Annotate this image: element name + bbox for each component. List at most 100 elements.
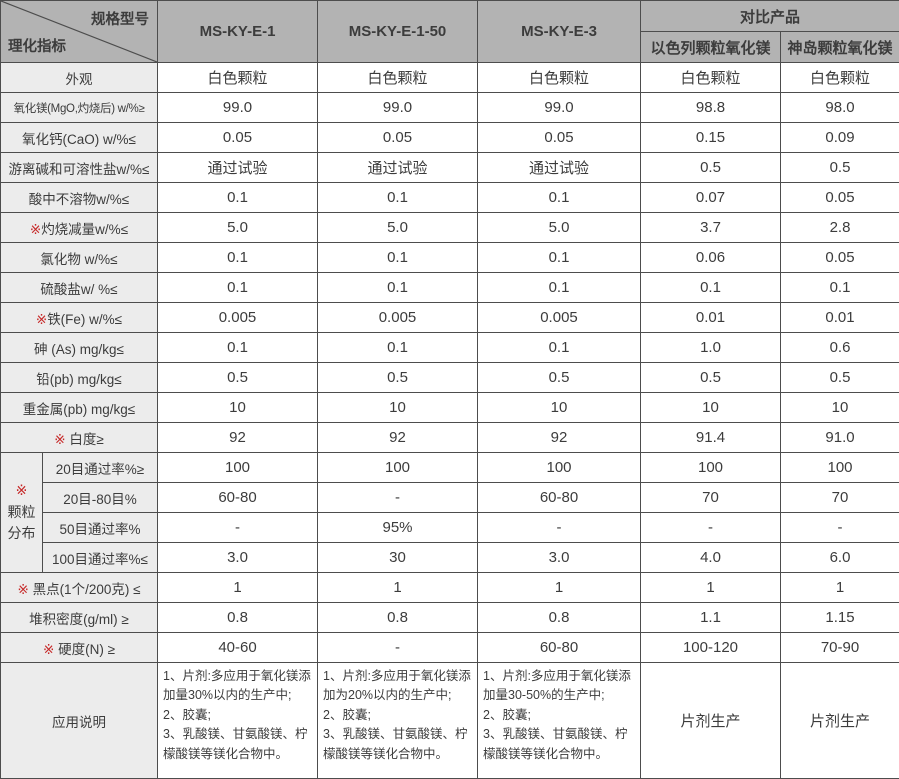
value-cell: 100-120 <box>640 632 781 663</box>
application-note-cell: 1、片剂:多应用于氧化镁添加为20%以内的生产中; 2、胶囊; 3、乳酸镁、甘氨… <box>317 662 478 779</box>
value-cell: 0.1 <box>317 272 478 303</box>
value-cell: 白色颗粒 <box>779 62 899 93</box>
value-cell: 0.1 <box>477 332 641 363</box>
value-cell: 通过试验 <box>157 152 318 183</box>
value-cell: 60-80 <box>477 632 641 663</box>
row-label: 氯化物 w/%≤ <box>40 251 118 267</box>
row-sublabel-cell: 50目通过率% <box>42 512 158 543</box>
value-cell: - <box>640 512 781 543</box>
group-label-line: 颗粒 <box>7 503 36 520</box>
value-cell: 5.0 <box>317 212 478 243</box>
comparison-products-header: 对比产品 <box>639 0 899 32</box>
value-cell: 0.005 <box>317 302 478 333</box>
row-label: 灼烧减量w/%≤ <box>41 221 129 237</box>
value-cell: 10 <box>477 392 641 423</box>
row-label: 铅(pb) mg/kg≤ <box>36 371 122 387</box>
application-note-cell: 1、片剂:多应用于氧化镁添加量30-50%的生产中; 2、胶囊; 3、乳酸镁、甘… <box>477 662 641 779</box>
value-cell: 0.8 <box>157 602 318 633</box>
row-label-cell: 氧化镁(MgO,灼烧后) w/%≥ <box>0 92 158 123</box>
value-cell: 白色颗粒 <box>317 62 478 93</box>
required-mark: ※ <box>35 311 48 327</box>
value-cell: - <box>477 512 641 543</box>
application-summary-cell: 片剂生产 <box>779 662 899 779</box>
row-label: 酸中不溶物w/%≤ <box>28 191 130 207</box>
value-cell: 白色颗粒 <box>477 62 641 93</box>
row-label: 重金属(pb) mg/kg≤ <box>22 401 136 417</box>
table-row: 游离碱和可溶性盐w/%≤ 通过试验 通过试验 通过试验 0.5 0.5 <box>0 152 899 183</box>
value-cell: 60-80 <box>477 482 641 513</box>
row-label-cell: ※铁(Fe) w/%≤ <box>0 302 158 333</box>
value-cell: 0.01 <box>640 302 781 333</box>
value-cell: 白色颗粒 <box>157 62 318 93</box>
value-cell: - <box>779 512 899 543</box>
value-cell: 4.0 <box>640 542 781 573</box>
required-mark: ※ <box>17 581 29 597</box>
value-cell: 0.05 <box>317 122 478 153</box>
group-label-line: 分布 <box>7 525 36 542</box>
value-cell: 白色颗粒 <box>640 62 781 93</box>
value-cell: 10 <box>779 392 899 423</box>
value-cell: 1 <box>157 572 318 603</box>
table-row: 100目通过率%≤ 3.0 30 3.0 4.0 6.0 <box>1 542 899 573</box>
table-row: 氧化镁(MgO,灼烧后) w/%≥ 99.0 99.0 99.0 98.8 98.0 <box>0 92 899 123</box>
value-cell: 0.05 <box>779 182 899 213</box>
row-label-cell: ※ 白度≥ <box>0 422 158 453</box>
value-cell: 1 <box>477 572 641 603</box>
corner-top-label: 规格型号 <box>91 12 149 28</box>
table-row: ※铁(Fe) w/%≤ 0.005 0.005 0.005 0.01 0.01 <box>0 302 899 333</box>
row-label-cell: 酸中不溶物w/%≤ <box>0 182 158 213</box>
value-cell: 95% <box>317 512 478 543</box>
value-cell: 70-90 <box>779 632 899 663</box>
value-cell: 3.0 <box>157 542 318 573</box>
table-row: 砷 (As) mg/kg≤ 0.1 0.1 0.1 1.0 0.6 <box>0 332 899 363</box>
value-cell: 1.1 <box>640 602 781 633</box>
value-cell: 0.1 <box>779 272 899 303</box>
table-row: ※ 黑点(1个/200克) ≤1 1 1 1 1 <box>0 572 899 603</box>
value-cell: 0.6 <box>779 332 899 363</box>
required-mark: ※ <box>54 431 66 447</box>
table-row: ※灼烧减量w/%≤ 5.0 5.0 5.0 3.7 2.8 <box>0 212 899 243</box>
value-cell: - <box>157 512 318 543</box>
value-cell: 0.5 <box>640 152 781 183</box>
row-label-cell: 硫酸盐w/ %≤ <box>0 272 158 303</box>
value-cell: 100 <box>640 452 781 483</box>
value-cell: 0.07 <box>640 182 781 213</box>
value-cell: 5.0 <box>477 212 641 243</box>
row-label: 应用说明 <box>52 714 106 730</box>
value-cell: 10 <box>640 392 781 423</box>
value-cell: 0.1 <box>640 272 781 303</box>
value-cell: 92 <box>317 422 478 453</box>
row-label: 砷 (As) mg/kg≤ <box>34 341 124 357</box>
value-cell: 0.5 <box>477 362 641 393</box>
column-header-ms-ky-e-3: MS-KY-E-3 <box>477 0 641 63</box>
row-label: 黑点(1个/200克) ≤ <box>28 581 141 597</box>
value-cell: 6.0 <box>779 542 899 573</box>
row-label-cell: 堆积密度(g/ml) ≥ <box>0 602 158 633</box>
value-cell: 60-80 <box>157 482 318 513</box>
value-cell: 通过试验 <box>317 152 478 183</box>
table-row: 氧化钙(CaO) w/%≤ 0.05 0.05 0.05 0.15 0.09 <box>0 122 899 153</box>
value-cell: 91.4 <box>640 422 781 453</box>
table-row: 堆积密度(g/ml) ≥0.8 0.8 0.8 1.1 1.15 <box>0 602 899 633</box>
value-cell: 99.0 <box>157 92 318 123</box>
value-cell: 0.8 <box>477 602 641 633</box>
value-cell: 0.1 <box>157 272 318 303</box>
value-cell: 0.5 <box>779 152 899 183</box>
value-cell: 0.05 <box>477 122 641 153</box>
table-row: 氯化物 w/%≤ 0.1 0.1 0.1 0.06 0.05 <box>0 242 899 273</box>
table-row: ※ 硬度(N) ≥40-60-60-80 100-120 70-90 <box>0 632 899 663</box>
value-cell: 3.7 <box>640 212 781 243</box>
table-row: ※ 白度≥ 92 92 92 91.4 91.0 <box>0 422 899 453</box>
table-row: 重金属(pb) mg/kg≤ 10 10 10 10 10 <box>0 392 899 423</box>
table-row: 50目通过率% -95% - - - <box>1 512 899 543</box>
value-cell: 0.05 <box>779 242 899 273</box>
value-cell: 100 <box>477 452 641 483</box>
value-cell: 0.1 <box>317 242 478 273</box>
row-label: 硫酸盐w/ %≤ <box>40 281 118 297</box>
value-cell: 91.0 <box>779 422 899 453</box>
comparison-column-header-israel: 以色列颗粒氧化镁 <box>640 31 781 63</box>
value-cell: 0.005 <box>157 302 318 333</box>
row-label-cell: ※灼烧减量w/%≤ <box>0 212 158 243</box>
